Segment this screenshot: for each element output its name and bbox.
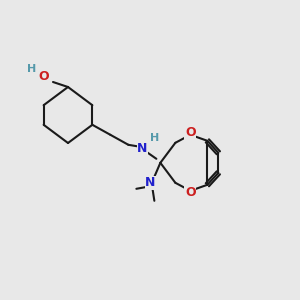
Text: O: O	[39, 70, 49, 83]
Text: O: O	[185, 126, 196, 139]
Text: H: H	[27, 64, 37, 74]
Text: N: N	[145, 176, 155, 189]
Text: N: N	[137, 142, 148, 155]
Text: O: O	[185, 186, 196, 199]
Text: H: H	[150, 133, 160, 143]
